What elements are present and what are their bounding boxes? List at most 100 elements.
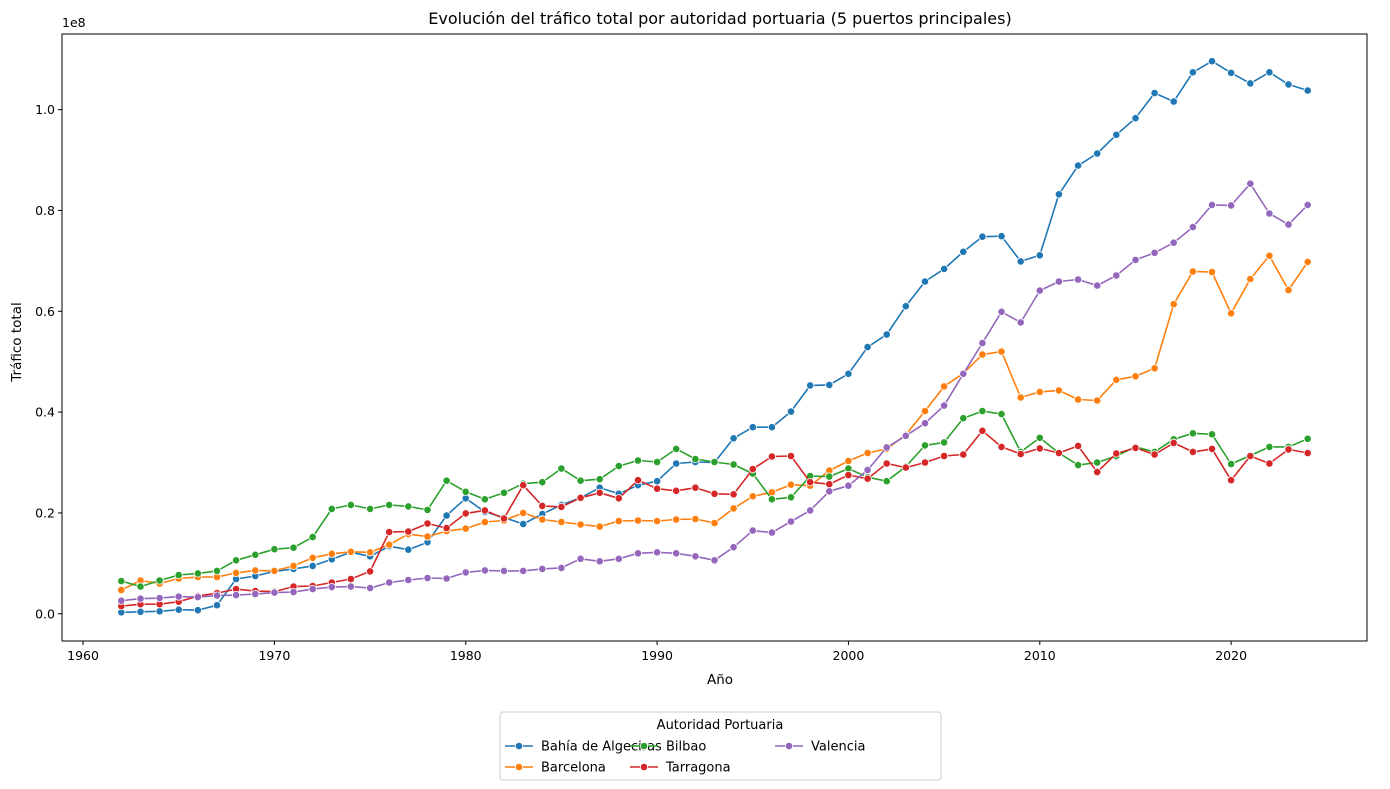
data-point <box>786 517 796 526</box>
data-point <box>672 486 681 495</box>
data-point <box>1093 281 1102 290</box>
data-point <box>1188 223 1198 232</box>
data-point <box>729 504 738 513</box>
data-point <box>1112 130 1121 139</box>
data-point <box>1188 68 1198 77</box>
data-point <box>1054 386 1064 395</box>
data-point <box>806 478 815 487</box>
data-point <box>136 607 145 616</box>
data-point <box>193 569 202 578</box>
data-point <box>557 563 566 573</box>
data-point <box>1227 459 1236 469</box>
data-point <box>1227 201 1236 210</box>
legend-label: Tarragona <box>665 761 731 776</box>
data-point <box>614 461 623 471</box>
data-point <box>1169 300 1178 309</box>
data-point <box>825 472 834 481</box>
data-point <box>519 481 528 490</box>
data-point <box>614 494 623 503</box>
data-point <box>1207 200 1217 209</box>
x-tick-label: 1990 <box>641 648 673 663</box>
y-axis: 0.0 0.2 0.4 0.6 0.8 1.0 <box>35 102 62 621</box>
data-point <box>461 568 470 577</box>
chart-title: Evolución del tráfico total por autorida… <box>428 9 1011 28</box>
data-point <box>672 459 681 468</box>
data-point <box>691 454 700 464</box>
data-point <box>1093 467 1102 477</box>
data-point <box>1016 257 1025 266</box>
data-point <box>557 464 566 473</box>
data-point <box>251 589 260 599</box>
legend-swatch-marker <box>639 762 649 772</box>
data-point <box>863 342 872 352</box>
data-point <box>786 451 796 461</box>
data-point <box>959 450 968 459</box>
data-point <box>480 517 489 527</box>
data-point <box>385 500 394 509</box>
data-point <box>920 277 930 286</box>
data-point <box>423 519 432 528</box>
legend-swatch-marker <box>514 762 524 772</box>
data-point <box>882 459 891 468</box>
data-point <box>1093 149 1102 158</box>
data-point <box>939 382 949 391</box>
legend-items: Bahía de Algeciras Barcelona Bilbao Tarrago… <box>505 740 865 776</box>
data-point <box>1074 395 1083 404</box>
data-point <box>901 302 910 311</box>
data-point <box>538 564 547 574</box>
data-point <box>997 307 1006 316</box>
data-point <box>595 557 604 566</box>
data-point <box>557 517 566 527</box>
data-point <box>404 545 413 554</box>
data-point <box>1035 433 1044 442</box>
data-point <box>1074 161 1083 170</box>
data-point <box>1303 434 1312 443</box>
data-point <box>997 232 1006 241</box>
legend-title: Autoridad Portuaria <box>657 718 784 733</box>
data-point <box>939 438 949 447</box>
data-point <box>385 527 394 537</box>
data-point <box>825 487 834 496</box>
data-point <box>576 476 585 485</box>
legend-item: Barcelona <box>505 761 606 776</box>
data-point <box>174 570 183 580</box>
data-point <box>1035 387 1044 396</box>
data-point <box>710 518 719 528</box>
data-point <box>404 575 413 585</box>
data-point <box>1016 318 1025 327</box>
data-point <box>920 419 930 428</box>
data-point <box>595 522 604 531</box>
data-point <box>672 444 681 453</box>
data-point <box>786 407 796 416</box>
data-point <box>1207 267 1217 277</box>
data-point <box>652 516 662 526</box>
data-point <box>499 514 509 523</box>
data-point <box>1074 441 1083 450</box>
data-point <box>385 578 394 587</box>
data-point <box>480 506 489 515</box>
y-tick-label: 0.8 <box>35 203 55 218</box>
data-point <box>614 516 623 526</box>
x-tick-label: 1980 <box>450 648 482 663</box>
data-point <box>652 484 662 493</box>
data-point <box>1284 220 1293 229</box>
data-point <box>289 587 298 597</box>
data-point <box>1035 444 1044 453</box>
data-point <box>1188 447 1198 456</box>
data-point <box>1016 449 1025 459</box>
data-point <box>748 423 757 432</box>
data-point <box>423 573 432 583</box>
data-point <box>729 543 738 552</box>
data-point <box>270 566 279 576</box>
data-point <box>576 554 585 563</box>
data-point <box>1131 372 1140 381</box>
data-point <box>1227 476 1236 485</box>
data-point <box>978 232 987 241</box>
data-point <box>117 585 126 595</box>
data-point <box>327 549 336 558</box>
data-point <box>480 495 489 504</box>
data-point <box>404 502 413 511</box>
data-point <box>1207 57 1217 66</box>
data-point <box>882 443 891 452</box>
data-point <box>920 441 930 450</box>
